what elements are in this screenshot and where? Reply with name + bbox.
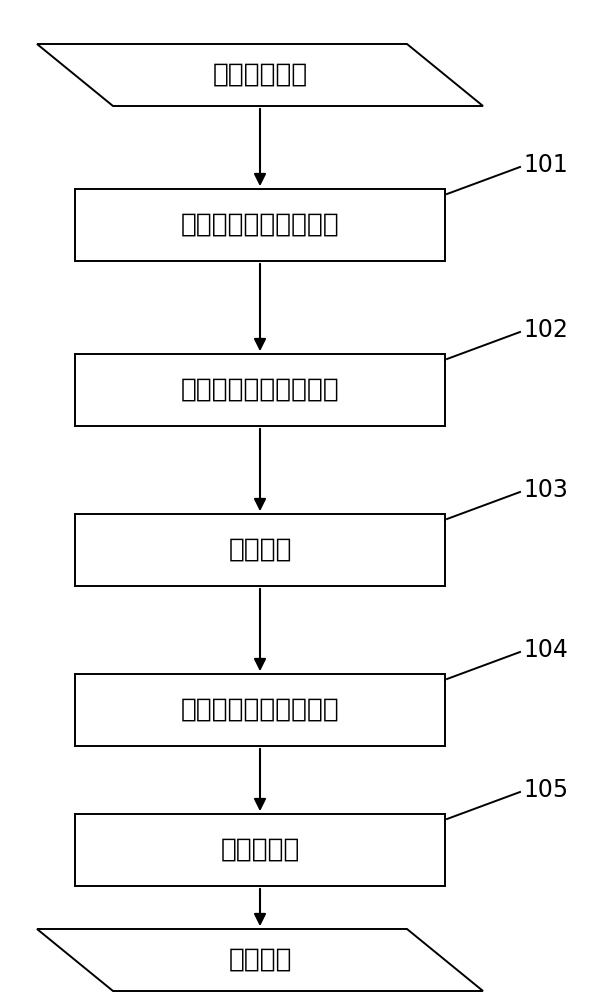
Polygon shape — [37, 44, 483, 106]
Bar — [75, 814, 445, 886]
Text: 102: 102 — [523, 318, 568, 342]
Polygon shape — [37, 929, 483, 991]
Bar — [75, 514, 445, 586]
Text: 二维属性切片: 二维属性切片 — [212, 62, 307, 88]
Text: 计算二维实验变差函数: 计算二维实验变差函数 — [181, 212, 339, 238]
Bar — [75, 354, 445, 426]
Bar — [75, 674, 445, 746]
Text: 目标信息: 目标信息 — [228, 947, 292, 973]
Text: 103: 103 — [523, 478, 568, 502]
Text: 105: 105 — [523, 778, 568, 802]
Bar — [75, 189, 445, 261]
Text: 104: 104 — [523, 638, 568, 662]
Text: 因子分离: 因子分离 — [228, 537, 292, 563]
Text: 二维理论变差函数拟合: 二维理论变差函数拟合 — [181, 697, 339, 723]
Text: 克里金插値: 克里金插値 — [220, 837, 300, 863]
Text: 主次方向二阶套合拟合: 主次方向二阶套合拟合 — [181, 377, 339, 403]
Text: 101: 101 — [523, 153, 568, 177]
